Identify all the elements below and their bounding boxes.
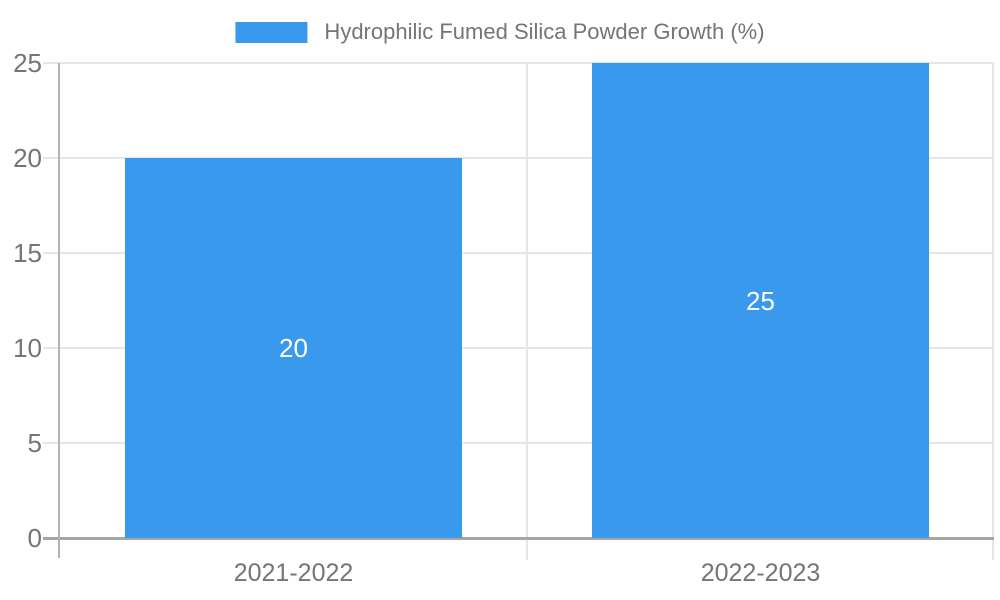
gridline xyxy=(43,347,994,349)
y-axis-tick-label: 0 xyxy=(27,523,42,553)
bar-value-label: 20 xyxy=(279,333,308,363)
legend-label: Hydrophilic Fumed Silica Powder Growth (… xyxy=(324,19,765,44)
gridline xyxy=(43,157,994,159)
x-axis-line xyxy=(43,537,994,540)
category-separator xyxy=(526,63,528,560)
bar-2021-2022[interactable]: 20 xyxy=(125,158,462,538)
y-axis-tick-label: 25 xyxy=(13,48,42,78)
bar-value-label: 25 xyxy=(746,285,775,316)
x-axis-label: 2021-2022 xyxy=(233,559,354,587)
y-axis-tick-label: 15 xyxy=(13,238,42,268)
chart-legend[interactable]: Hydrophilic Fumed Silica Powder Growth (… xyxy=(235,19,765,44)
x-axis-label: 2022-2023 xyxy=(700,559,821,587)
y-axis-tick-label: 10 xyxy=(13,333,42,363)
y-axis-line xyxy=(58,63,60,558)
y-axis-tick-label: 5 xyxy=(27,428,42,458)
gridline xyxy=(43,62,994,64)
gridline xyxy=(43,252,994,254)
bar-2022-2023[interactable]: 25 xyxy=(592,63,929,538)
y-axis-tick-label: 20 xyxy=(13,143,42,173)
plot-right-edge xyxy=(992,63,994,560)
gridline xyxy=(43,442,994,444)
legend-swatch xyxy=(235,21,308,43)
plot-area: 0 5 10 15 20 25 20 25 2021-2022 2022-2023 xyxy=(13,48,994,587)
